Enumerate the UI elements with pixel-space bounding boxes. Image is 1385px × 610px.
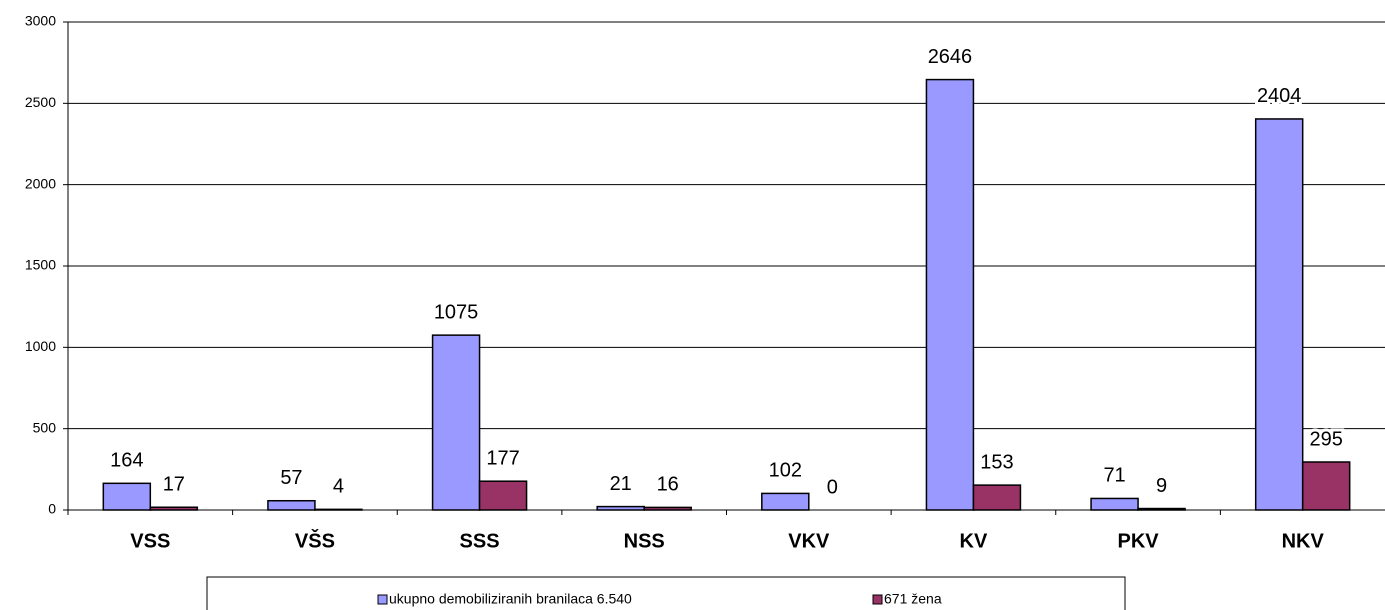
- value-label: 153: [980, 451, 1013, 473]
- bar: [1254, 118, 1304, 511]
- legend-marker: [377, 594, 388, 605]
- value-label: 71: [1103, 465, 1125, 487]
- y-tick-label: 2000: [25, 175, 56, 191]
- x-tick-label: SSS: [460, 530, 500, 552]
- value-label: 102: [769, 460, 802, 482]
- value-label: 9: [1156, 475, 1167, 497]
- y-tick-label: 3000: [25, 13, 56, 29]
- legend-marker: [872, 594, 883, 605]
- legend-box: [206, 576, 1126, 610]
- value-label: 2404: [1257, 85, 1302, 107]
- bar: [596, 505, 645, 511]
- y-tick-label: 1000: [25, 338, 56, 354]
- legend-label: 671 žena: [884, 591, 942, 607]
- bar: [761, 492, 810, 511]
- x-tick-label: PKV: [1118, 530, 1160, 552]
- value-label: 16: [657, 474, 679, 496]
- y-tick-label: 1500: [25, 257, 56, 273]
- bar: [972, 484, 1022, 511]
- bar: [925, 78, 975, 511]
- value-label: 1075: [434, 301, 479, 323]
- x-tick-label: NKV: [1282, 530, 1325, 552]
- value-label: 17: [163, 474, 185, 496]
- y-tick-label: 500: [33, 419, 57, 435]
- bar: [1301, 461, 1351, 511]
- value-label: 295: [1310, 428, 1343, 450]
- y-tick-label: 2500: [25, 94, 56, 110]
- value-label: 2646: [928, 46, 973, 68]
- x-tick-label: VŠS: [295, 528, 335, 552]
- value-label: 0: [827, 476, 838, 498]
- x-tick-label: KV: [960, 530, 988, 552]
- bar: [102, 482, 152, 511]
- x-tick-label: VKV: [788, 530, 830, 552]
- y-tick-label: 0: [48, 501, 56, 517]
- x-tick-label: VSS: [130, 530, 170, 552]
- value-label: 57: [280, 467, 302, 489]
- bar: [478, 480, 528, 511]
- legend-label: ukupno demobiliziranih branilaca 6.540: [389, 591, 632, 607]
- value-label: 21: [610, 473, 632, 495]
- value-label: 4: [333, 476, 344, 498]
- bar: [267, 499, 316, 511]
- bar: [1090, 497, 1139, 511]
- bar: [431, 334, 481, 511]
- value-label: 164: [110, 450, 143, 472]
- value-label: 177: [486, 447, 519, 469]
- x-tick-label: NSS: [624, 530, 665, 552]
